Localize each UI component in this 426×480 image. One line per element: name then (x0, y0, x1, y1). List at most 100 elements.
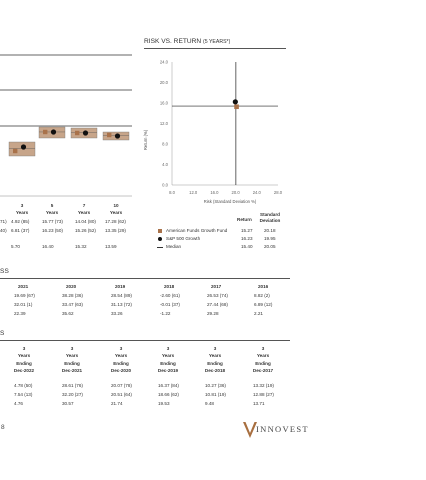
rolling-cell: 30.57 (62, 401, 74, 406)
benchmark-marker (20, 144, 27, 150)
rolling-cell: 32.20 (27) (62, 392, 83, 397)
rolling-header-line: Dec-2020 (110, 368, 132, 374)
y-tick-label: 16.0 (160, 101, 169, 106)
legend-return: 16.23 (241, 236, 253, 241)
trailing-header-label: Years (45, 210, 59, 215)
calendar-year-header: 2019 (115, 284, 126, 289)
benchmark-marker (114, 133, 121, 139)
trailing-returns-chart (0, 54, 132, 197)
trailing-cell: 16.23 (50) (42, 228, 63, 233)
rolling-cell: 10.27 (36) (205, 383, 226, 388)
legend-stddev: 19.95 (264, 236, 276, 241)
y-tick-label: 0.0 (162, 183, 168, 188)
rolling-header-line: Ending (64, 360, 80, 366)
rolling-header-line: Dec-2019 (157, 368, 179, 374)
calendar-cell: 19.69 (67) (14, 293, 35, 298)
rolling-header-line: 3 (166, 346, 170, 351)
rolling-header-line: Ending (160, 360, 176, 366)
calendar-cell: 38.28 (36) (62, 293, 83, 298)
trailing-cell: 16.40 (42, 244, 54, 249)
trailing-header-num: 3 (20, 203, 24, 208)
x-tick-label: 12.0 (189, 190, 198, 195)
fund-marker (75, 130, 80, 136)
calendar-cell: 29.28 (207, 311, 219, 316)
x-tick-label: 24.0 (253, 190, 262, 195)
rolling-cell: 7.54 (13) (14, 392, 33, 397)
calendar-cell: 26.53 (74) (207, 293, 228, 298)
rolling-header-line: Years (114, 353, 128, 359)
y-axis-label: Return (%) (143, 129, 148, 150)
rolling-header-line: Dec-2021 (61, 368, 83, 374)
trailing-header-label: Years (109, 210, 123, 215)
fund-point (234, 104, 239, 110)
calendar-cell: -1.22 (160, 311, 171, 316)
calendar-cell: 28.54 (89) (111, 293, 132, 298)
legend-return: 15.27 (241, 228, 253, 233)
y-tick-label: 8.0 (162, 142, 168, 147)
rolling-cell: 19.53 (158, 401, 170, 406)
calendar-year-header: 2018 (164, 284, 175, 289)
calendar-cell: 8.82 (2) (254, 293, 270, 298)
rolling-header-line: Years (65, 353, 79, 359)
rolling-cell: 28.61 (76) (62, 383, 83, 388)
y-tick-label: 4.0 (162, 162, 168, 167)
rr-col-stddev: Standard Deviation (259, 212, 281, 223)
risk-return-title-main: RISK VS. RETURN (144, 38, 202, 45)
rolling-title-rule (0, 340, 290, 341)
calendar-cell: 27.44 (68) (207, 302, 228, 307)
rolling-header-line: Dec-2017 (252, 368, 274, 374)
rolling-header-line: Ending (113, 360, 129, 366)
y-tick-label: 20.0 (160, 80, 169, 85)
trailing-cell: 13.35 (29) (105, 228, 126, 233)
benchmark-point (232, 99, 238, 105)
trailing-cell: 4.92 (85) (11, 219, 30, 224)
calendar-cell: -2.60 (61) (160, 293, 180, 298)
calendar-year-header: 2017 (211, 284, 222, 289)
rolling-header-line: Dec-2022 (13, 368, 35, 374)
calendar-section-title: SS (0, 268, 10, 275)
fund-marker (43, 129, 48, 135)
innovest-logo: INNOVEST (242, 420, 308, 440)
rolling-cell: 4.78 (50) (14, 383, 33, 388)
trailing-header-label: Years (15, 210, 29, 215)
risk-return-chart: Return (%) Risk (Standard Deviation %) 2… (143, 60, 283, 205)
rolling-cell: 20.07 (78) (111, 383, 132, 388)
rolling-cell: 13.32 (19) (253, 383, 274, 388)
calendar-cell: 31.13 (72) (111, 302, 132, 307)
trailing-header-label: Years (77, 210, 91, 215)
fund-marker (13, 148, 18, 154)
x-tick-label: 8.0 (169, 190, 175, 195)
rolling-header-line: Years (208, 353, 222, 359)
calendar-cell: 35.62 (62, 311, 74, 316)
calendar-cell: 2.21 (254, 311, 263, 316)
trailing-header-num: 5 (50, 203, 54, 208)
rolling-cell: 21.74 (111, 401, 123, 406)
trailing-row-lead: 40) (0, 228, 7, 233)
rolling-header-line: 3 (261, 346, 265, 351)
legend-name: S&P 500 Growth (166, 236, 201, 241)
risk-return-title: RISK VS. RETURN (5 YEARS*) (144, 38, 230, 45)
calendar-cell: -0.01 (37) (160, 302, 180, 307)
rolling-cell: 4.76 (14, 401, 23, 406)
page-number: 8 (1, 424, 5, 431)
trailing-cell: 6.81 (37) (11, 228, 30, 233)
brand-name: INNOVEST (256, 424, 309, 434)
benchmark-marker (82, 130, 89, 136)
rolling-header-line: 3 (213, 346, 217, 351)
fund-marker (107, 132, 112, 138)
rolling-header-line: 3 (22, 346, 26, 351)
trailing-header-num: 10 (113, 203, 119, 208)
legend-stddev: 20.18 (264, 228, 276, 233)
legend-marker (157, 247, 163, 248)
y-tick-label: 24.0 (160, 60, 169, 65)
calendar-year-header: 2016 (258, 284, 269, 289)
legend-return: 15.40 (241, 244, 253, 249)
rolling-header-line: 3 (70, 346, 74, 351)
rr-col-return: Return (237, 217, 252, 222)
calendar-cell: 22.39 (14, 311, 26, 316)
trailing-cell: 5.70 (11, 244, 20, 249)
rolling-header-line: Ending (207, 360, 223, 366)
innovest-logo-mark (243, 422, 257, 438)
rolling-cell: 9.48 (205, 401, 214, 406)
rolling-cell: 12.88 (27) (253, 392, 274, 397)
